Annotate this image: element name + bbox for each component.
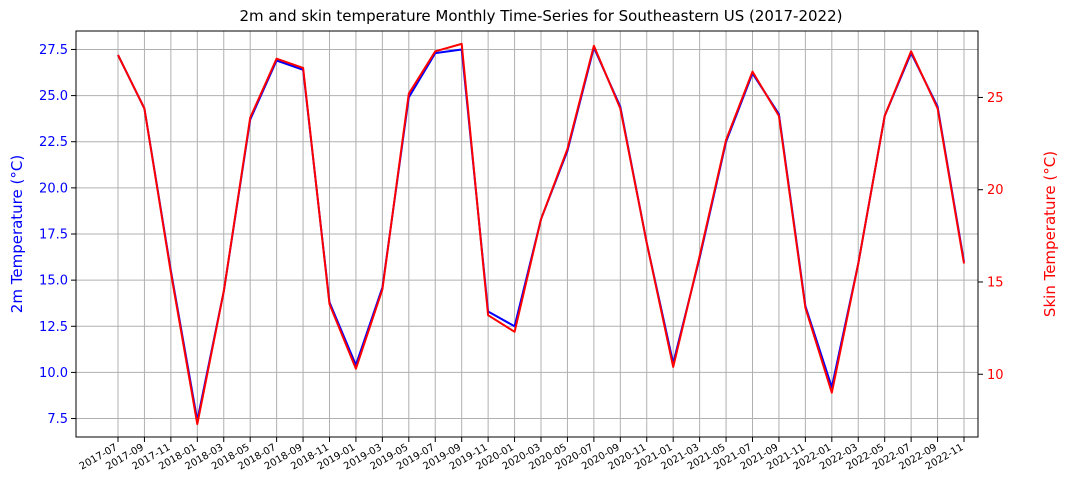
left-axis-label: 2m Temperature (°C) — [8, 155, 26, 313]
right-tick-label: 20 — [987, 183, 1004, 198]
left-tick-label: 27.5 — [39, 43, 68, 58]
right-axis: 10 15 20 25 — [978, 91, 1004, 383]
grid — [76, 31, 978, 437]
x-axis: 2017-072017-092017-112018-012018-032018-… — [78, 437, 966, 472]
right-axis-label: Skin Temperature (°C) — [1041, 151, 1059, 317]
left-tick-label: 22.5 — [39, 135, 68, 150]
right-tick-label: 25 — [987, 91, 1004, 106]
left-tick-label: 15.0 — [39, 274, 68, 289]
right-tick-label: 10 — [987, 368, 1004, 383]
right-tick-label: 15 — [987, 275, 1004, 290]
series-lines — [117, 42, 965, 426]
left-tick-label: 7.5 — [47, 412, 68, 427]
chart-title: 2m and skin temperature Monthly Time-Ser… — [240, 7, 843, 25]
left-tick-label: 17.5 — [39, 228, 68, 243]
left-tick-label: 10.0 — [39, 366, 68, 381]
left-tick-label: 12.5 — [39, 320, 68, 335]
skin-temperature-line — [117, 42, 965, 426]
left-tick-label: 20.0 — [39, 181, 68, 196]
left-tick-label: 25.0 — [39, 89, 68, 104]
left-axis: 7.5 10.0 12.5 15.0 17.5 20.0 22.5 25.0 27.5 — [39, 43, 76, 427]
